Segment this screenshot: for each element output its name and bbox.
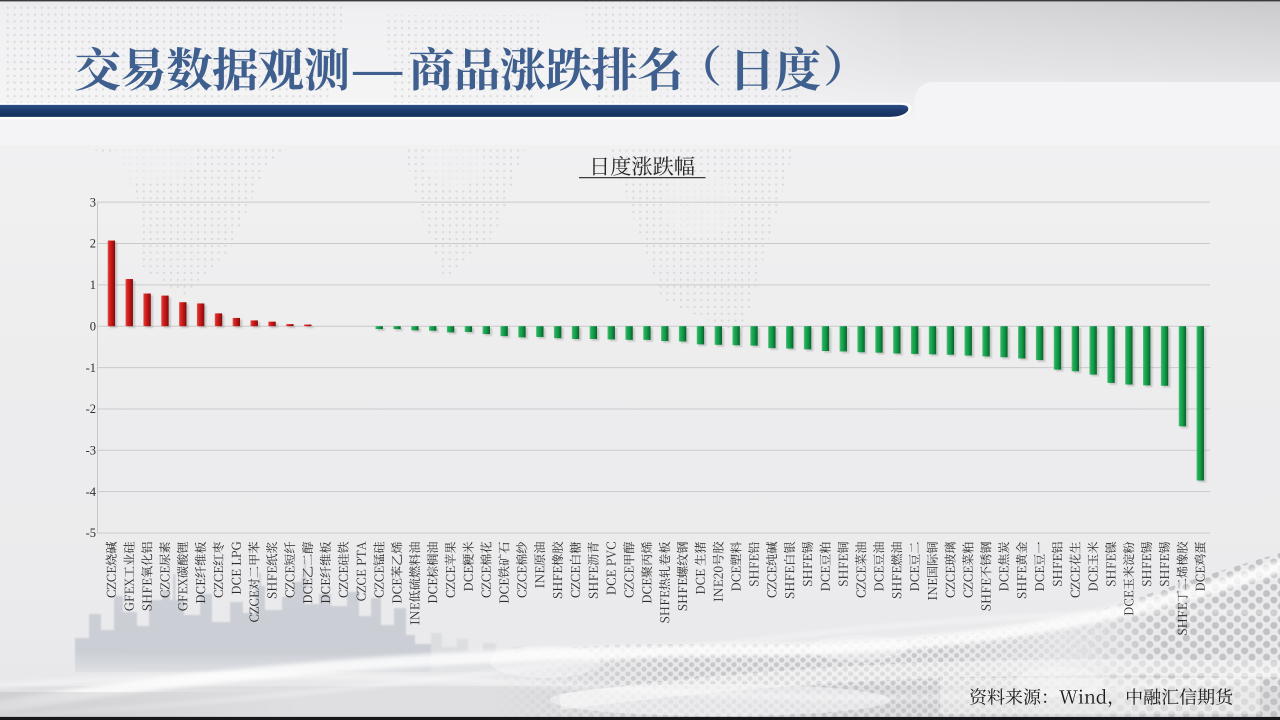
svg-text:-4: -4 xyxy=(86,485,97,499)
svg-text:-3: -3 xyxy=(86,444,96,458)
svg-text:-2: -2 xyxy=(86,402,96,416)
svg-text:0: 0 xyxy=(90,319,96,333)
svg-text:2: 2 xyxy=(90,237,96,251)
svg-text:1: 1 xyxy=(90,278,96,292)
svg-text:-1: -1 xyxy=(86,361,96,375)
svg-text:3: 3 xyxy=(90,195,96,209)
svg-text:-5: -5 xyxy=(86,526,96,540)
